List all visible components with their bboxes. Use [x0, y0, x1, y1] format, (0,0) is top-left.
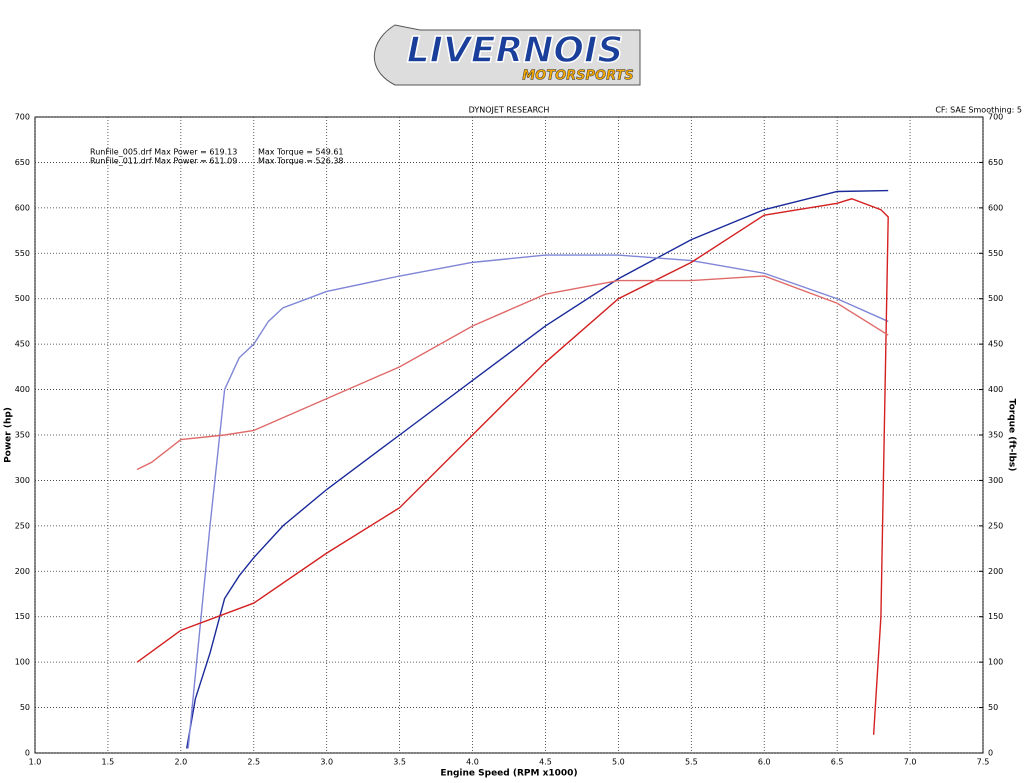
logo: LIVERNOIS MOTORSPORTS — [373, 24, 641, 86]
y2-tick-label: 550 — [988, 249, 1003, 258]
y2-axis-label: Torque (ft-lbs) — [1007, 399, 1017, 472]
y-tick-label: 50 — [20, 703, 30, 712]
x-tick-label: 6.0 — [758, 758, 771, 767]
y2-tick-label: 600 — [988, 203, 1003, 212]
x-tick-label: 5.5 — [685, 758, 698, 767]
annotation: RunFile_011.drf Max Power = 611.09 — [90, 157, 237, 166]
y-tick-label: 350 — [15, 431, 30, 440]
y-tick-label: 650 — [15, 158, 30, 167]
y-tick-label: 250 — [15, 521, 30, 530]
y2-tick-label: 650 — [988, 158, 1003, 167]
y2-tick-label: 300 — [988, 476, 1003, 485]
x-tick-label: 5.0 — [612, 758, 625, 767]
x-tick-label: 1.5 — [102, 758, 115, 767]
y-tick-label: 450 — [15, 340, 30, 349]
series-line — [136, 198, 889, 735]
x-axis-label: Engine Speed (RPM x1000) — [440, 769, 577, 779]
y2-tick-label: 700 — [988, 113, 1003, 122]
y2-tick-label: 150 — [988, 612, 1003, 621]
series-line — [185, 189, 889, 749]
y-tick-label: 500 — [15, 294, 30, 303]
annotation: Max Torque = 549.61 — [258, 148, 344, 157]
x-tick-label: 2.5 — [247, 758, 260, 767]
annotation: Max Torque = 526.38 — [258, 157, 344, 166]
y-tick-label: 0 — [25, 749, 30, 758]
x-tick-label: 3.5 — [393, 758, 406, 767]
x-tick-label: 7.5 — [977, 758, 990, 767]
x-tick-label: 7.0 — [904, 758, 917, 767]
series-line — [136, 275, 889, 471]
series-line — [187, 254, 889, 749]
y-tick-label: 550 — [15, 249, 30, 258]
logo-subtext: MOTORSPORTS — [522, 69, 634, 84]
y-tick-label: 300 — [15, 476, 30, 485]
y2-tick-label: 450 — [988, 340, 1003, 349]
y2-tick-label: 350 — [988, 431, 1003, 440]
y-axis-label: Power (hp) — [4, 407, 14, 463]
y-tick-label: 200 — [15, 567, 30, 576]
y2-tick-label: 0 — [988, 749, 993, 758]
y-tick-label: 600 — [15, 203, 30, 212]
annotation: RunFile_005.drf Max Power = 619.13 — [90, 148, 237, 157]
x-tick-label: 4.0 — [466, 758, 479, 767]
chart-subtitle: CF: SAE Smoothing: 5 — [935, 106, 1022, 115]
y-tick-label: 700 — [15, 113, 30, 122]
y-tick-label: 100 — [15, 658, 30, 667]
y2-tick-label: 250 — [988, 521, 1003, 530]
x-tick-label: 4.5 — [539, 758, 552, 767]
x-tick-label: 1.0 — [29, 758, 42, 767]
y-tick-label: 150 — [15, 612, 30, 621]
chart-title: DYNOJET RESEARCH — [469, 106, 550, 115]
y2-tick-label: 50 — [988, 703, 998, 712]
y-tick-label: 400 — [15, 385, 30, 394]
logo-text: LIVERNOIS — [407, 30, 624, 71]
x-tick-label: 6.5 — [831, 758, 844, 767]
y2-tick-label: 400 — [988, 385, 1003, 394]
y2-tick-label: 100 — [988, 658, 1003, 667]
y2-tick-label: 500 — [988, 294, 1003, 303]
x-tick-label: 2.0 — [174, 758, 187, 767]
x-tick-label: 3.0 — [320, 758, 333, 767]
y2-tick-label: 200 — [988, 567, 1003, 576]
logo-shape — [373, 24, 641, 86]
